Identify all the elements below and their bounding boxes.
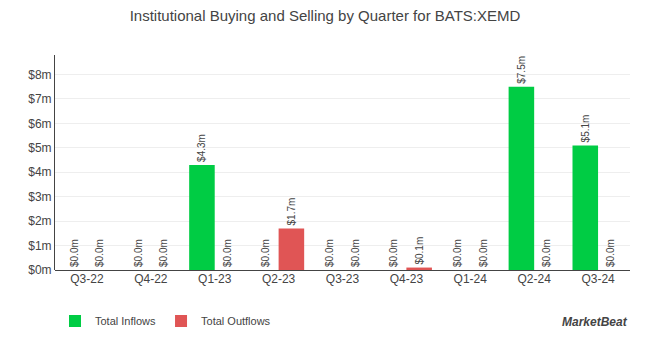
svg-text:$0.0m: $0.0m (260, 239, 271, 267)
svg-text:$0.0m: $0.0m (605, 239, 616, 267)
svg-text:Q3-23: Q3-23 (326, 272, 360, 286)
svg-text:$0.0m: $0.0m (452, 239, 463, 267)
svg-text:Q1-24: Q1-24 (454, 272, 488, 286)
svg-text:Q4-23: Q4-23 (390, 272, 424, 286)
svg-text:$4m: $4m (28, 165, 51, 179)
svg-text:$0.0m: $0.0m (69, 239, 80, 267)
svg-text:Q3-24: Q3-24 (581, 272, 615, 286)
svg-text:Q2-24: Q2-24 (517, 272, 551, 286)
svg-text:$0.0m: $0.0m (222, 239, 233, 267)
svg-text:$5m: $5m (28, 141, 51, 155)
svg-text:$0.0m: $0.0m (478, 239, 489, 267)
svg-text:$0.0m: $0.0m (388, 239, 399, 267)
svg-text:Q1-23: Q1-23 (198, 272, 232, 286)
svg-text:Total Outflows: Total Outflows (201, 315, 271, 327)
svg-text:$0m: $0m (28, 263, 51, 277)
svg-text:Institutional Buying and Selli: Institutional Buying and Selling by Quar… (130, 7, 521, 24)
svg-text:Q3-22: Q3-22 (70, 272, 104, 286)
svg-text:$8m: $8m (28, 68, 51, 82)
svg-text:$0.0m: $0.0m (324, 239, 335, 267)
svg-text:$1m: $1m (28, 239, 51, 253)
svg-text:$5.1m: $5.1m (580, 115, 591, 143)
svg-text:$0.1m: $0.1m (414, 237, 425, 265)
svg-text:$7.5m: $7.5m (516, 56, 527, 84)
svg-text:$4.3m: $4.3m (196, 134, 207, 162)
svg-text:$2m: $2m (28, 214, 51, 228)
svg-text:$1.7m: $1.7m (286, 198, 297, 226)
svg-text:Q2-23: Q2-23 (262, 272, 296, 286)
svg-text:$0.0m: $0.0m (133, 239, 144, 267)
svg-text:$3m: $3m (28, 190, 51, 204)
svg-text:$0.0m: $0.0m (541, 239, 552, 267)
svg-text:MarketBeat: MarketBeat (562, 315, 628, 329)
svg-text:$0.0m: $0.0m (94, 239, 105, 267)
svg-text:$6m: $6m (28, 117, 51, 131)
svg-text:$0.0m: $0.0m (158, 239, 169, 267)
svg-text:Total Inflows: Total Inflows (95, 315, 156, 327)
svg-text:Q4-22: Q4-22 (134, 272, 168, 286)
svg-text:$7m: $7m (28, 92, 51, 106)
svg-text:$0.0m: $0.0m (350, 239, 361, 267)
